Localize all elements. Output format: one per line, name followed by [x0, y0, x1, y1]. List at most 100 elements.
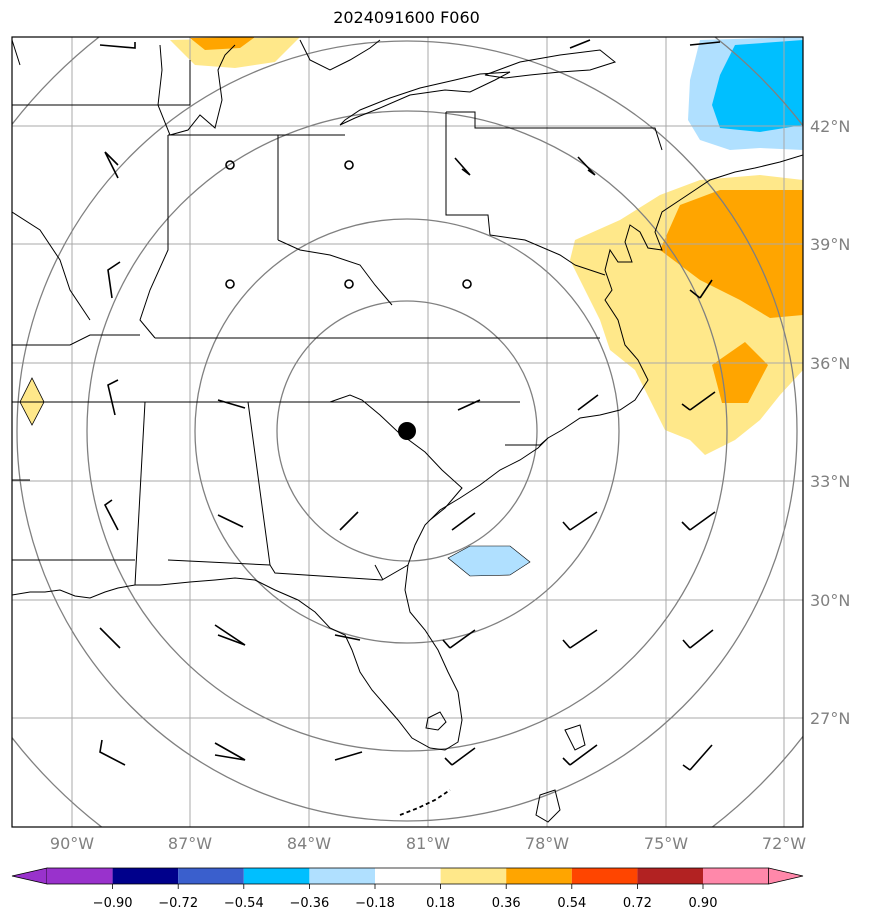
wind-barb: [214, 624, 246, 646]
wind-barb: [99, 627, 121, 649]
open-circle-icon: [344, 160, 354, 170]
wind-barb: [339, 511, 359, 531]
colorbar-tick-label: 0.90: [689, 896, 718, 911]
colorbar: −0.90 −0.72 −0.54 −0.36 −0.18 0.18 0.36 …: [11, 867, 804, 911]
wind-barb: [99, 739, 126, 766]
wind-barb: [682, 629, 714, 649]
shade-light-blue-offshore: [447, 545, 531, 577]
atlantic-coast: [12, 154, 803, 751]
wind-barb: [681, 511, 716, 531]
wind-barb: [107, 379, 119, 416]
colorbar-segment: [440, 868, 507, 884]
colorbar-tick-label: 0.36: [492, 896, 521, 911]
shade-blue-northeast: [712, 40, 803, 132]
lat-label: 39°N: [810, 235, 850, 254]
colorbar-tick-label: −0.54: [224, 896, 264, 911]
wind-barbs: [99, 39, 721, 771]
wind-barb: [451, 512, 476, 531]
center-marker-icon: [398, 422, 416, 440]
wind-barb: [444, 747, 476, 766]
colorbar-tick-label: 0.72: [623, 896, 652, 911]
wind-barb: [682, 744, 713, 771]
lon-label: 84°W: [287, 834, 331, 853]
shaded-fields: [19, 37, 803, 577]
wind-barb: [562, 511, 598, 531]
colorbar-segment: [768, 867, 804, 885]
state-borders: [12, 39, 663, 586]
boundaries: [12, 39, 803, 823]
lake-huron-shore: [299, 39, 381, 71]
map-frame: [11, 36, 804, 828]
lake-okeechobee: [425, 711, 447, 731]
florida-keys: [399, 789, 451, 816]
wind-barb: [457, 399, 481, 411]
colorbar-tick-label: −0.90: [93, 896, 133, 911]
latitude-labels: 42°N 39°N 36°N 33°N 30°N 27°N: [810, 117, 850, 728]
colorbar-tick-label: 0.18: [426, 896, 455, 911]
shade-orange-east: [660, 190, 803, 318]
lat-label: 42°N: [810, 117, 850, 136]
lon-label: 75°W: [644, 834, 688, 853]
colorbar-tick-label: 0.54: [557, 896, 586, 911]
colorbar-segment: [375, 868, 441, 884]
colorbar-segment: [309, 868, 375, 884]
open-circle-icon: [225, 279, 235, 289]
longitude-labels: 90°W 87°W 84°W 81°W 78°W 75°W 72°W: [50, 834, 806, 853]
colorbar-segment: [243, 868, 310, 884]
colorbar-segment: [178, 868, 244, 884]
wind-barb: [107, 261, 121, 299]
colorbar-segment: [112, 868, 179, 884]
colorbar-segment: [47, 868, 113, 884]
wind-barb: [562, 629, 598, 649]
lat-label: 30°N: [810, 591, 850, 610]
colorbar-segment: [571, 868, 638, 884]
colorbar-tick-label: −0.36: [289, 896, 329, 911]
wind-barb: [217, 514, 244, 528]
map-title: 2024091600 F060: [333, 8, 480, 27]
lat-label: 33°N: [810, 472, 850, 491]
wind-barb: [577, 156, 596, 176]
colorbar-tick-label: −0.18: [355, 896, 395, 911]
colorbar-segment: [11, 867, 48, 885]
graticule: [12, 37, 803, 827]
lon-label: 72°W: [762, 834, 806, 853]
wind-barb: [454, 157, 471, 176]
wind-barb: [334, 634, 361, 641]
wind-barb: [334, 751, 363, 761]
lon-label: 90°W: [50, 834, 94, 853]
open-circle-icon: [462, 279, 472, 289]
lat-label: 36°N: [810, 354, 850, 373]
wind-barb: [689, 279, 713, 299]
lake-ontario-shore: [484, 49, 617, 79]
wind-barb: [689, 41, 721, 46]
open-circle-icon: [225, 160, 235, 170]
wind-barb: [442, 629, 476, 649]
calm-markers: [225, 160, 472, 289]
wind-barb: [103, 499, 119, 531]
wind-barb: [104, 151, 119, 179]
bahamas: [535, 789, 561, 823]
lon-label: 81°W: [406, 834, 450, 853]
bahamas-2: [564, 724, 586, 751]
colorbar-tick-label: −0.72: [158, 896, 198, 911]
lon-label: 87°W: [168, 834, 212, 853]
wind-barb: [99, 42, 136, 49]
colorbar-segment: [637, 868, 703, 884]
shade-orange-offshore: [712, 342, 768, 403]
wind-barb: [577, 394, 599, 411]
wind-barb: [681, 391, 716, 411]
lat-label: 27°N: [810, 709, 850, 728]
colorbar-segment: [506, 868, 572, 884]
wind-barb: [562, 744, 598, 766]
open-circle-icon: [344, 279, 354, 289]
colorbar-segment: [703, 868, 769, 884]
lake-erie-shore: [339, 71, 511, 126]
lake-michigan-shore: [157, 44, 236, 136]
shade-orange-north: [190, 37, 255, 50]
lon-label: 78°W: [525, 834, 569, 853]
wind-barb: [217, 399, 246, 409]
wind-barb: [569, 39, 591, 49]
